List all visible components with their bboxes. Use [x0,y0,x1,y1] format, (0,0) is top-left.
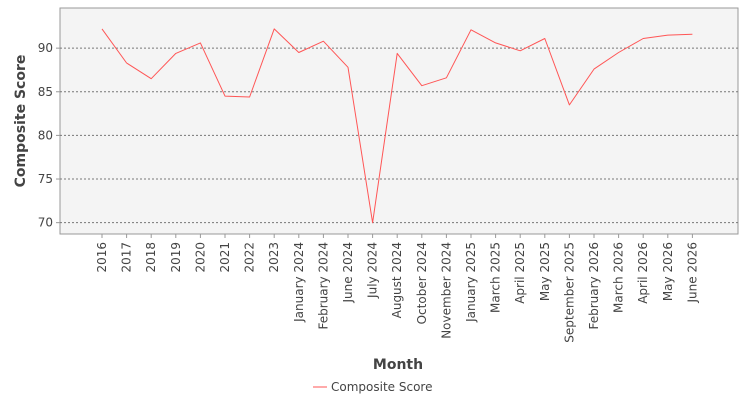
y-tick-label-75: 75 [38,172,53,186]
x-tick-label-0: 2016 [95,242,109,273]
x-axis-ticks: 2016 2017 2018 2019 2020 2021 2022 2023 January … [95,234,699,343]
x-tick-label-16: March 2025 [489,242,503,313]
y-tick-label-90: 90 [38,41,53,55]
x-tick-label-23: May 2026 [661,242,675,301]
data-point [543,37,547,41]
data-point [395,51,399,55]
x-tick-label-19: September 2025 [562,242,576,343]
series-lines [100,27,694,225]
y-tick-label-70: 70 [38,216,53,230]
data-point [272,27,276,31]
x-tick-label-4: 2020 [193,242,207,273]
data-point [518,49,522,53]
data-point [641,37,645,41]
x-tick-label-17: April 2025 [513,242,527,304]
data-point [567,103,571,107]
x-tick-label-12: August 2024 [390,242,404,318]
x-tick-label-9: February 2024 [316,242,330,330]
y-axis-ticks: 70 75 80 85 90 [38,41,60,230]
x-tick-label-18: May 2025 [538,242,552,301]
data-point [125,61,129,65]
x-tick-label-10: June 2024 [341,242,355,304]
data-point [297,51,301,55]
x-tick-label-8: January 2024 [292,242,306,323]
series-line-0 [101,28,693,224]
data-point [469,28,473,32]
data-point [248,95,252,99]
x-tick-label-11: July 2024 [366,242,380,299]
x-tick-label-24: June 2026 [685,242,699,304]
x-tick-label-5: 2021 [218,242,232,273]
data-point [371,221,375,225]
x-tick-label-20: February 2026 [587,242,601,330]
data-point [666,33,670,37]
data-point [223,94,227,98]
x-tick-label-21: March 2026 [612,242,626,313]
y-tick-label-80: 80 [38,128,53,142]
legend: Composite Score [313,380,432,394]
data-point [444,76,448,80]
x-axis-title: Month [373,357,423,373]
x-tick-label-6: 2022 [243,242,257,273]
legend-label-composite-score: Composite Score [331,380,432,394]
y-axis-title: Composite Score [13,55,29,188]
data-point [174,51,178,55]
data-point [617,51,621,55]
data-point [100,27,104,31]
x-tick-label-1: 2017 [120,242,134,273]
x-tick-label-3: 2019 [169,242,183,273]
x-tick-label-14: November 2024 [439,242,453,339]
y-tick-label-85: 85 [38,85,53,99]
x-tick-label-22: April 2026 [636,242,650,304]
x-tick-label-15: January 2025 [464,242,478,323]
data-point [420,84,424,88]
x-tick-label-13: October 2024 [415,242,429,324]
data-point [346,65,350,69]
data-point [494,41,498,45]
x-tick-label-2: 2018 [144,242,158,273]
data-point [592,67,596,71]
x-tick-label-7: 2023 [267,242,281,273]
data-point [149,77,153,81]
data-point [690,32,694,36]
data-point [321,39,325,43]
data-point [198,41,202,45]
gridlines [60,47,738,224]
plot-area [59,7,739,235]
